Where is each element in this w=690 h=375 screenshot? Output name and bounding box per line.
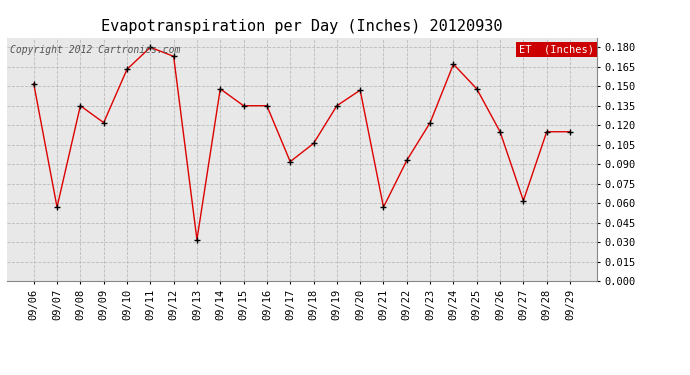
Title: Evapotranspiration per Day (Inches) 20120930: Evapotranspiration per Day (Inches) 2012… bbox=[101, 18, 502, 33]
Text: Copyright 2012 Cartronics.com: Copyright 2012 Cartronics.com bbox=[10, 45, 180, 55]
Text: ET  (Inches): ET (Inches) bbox=[519, 45, 594, 55]
